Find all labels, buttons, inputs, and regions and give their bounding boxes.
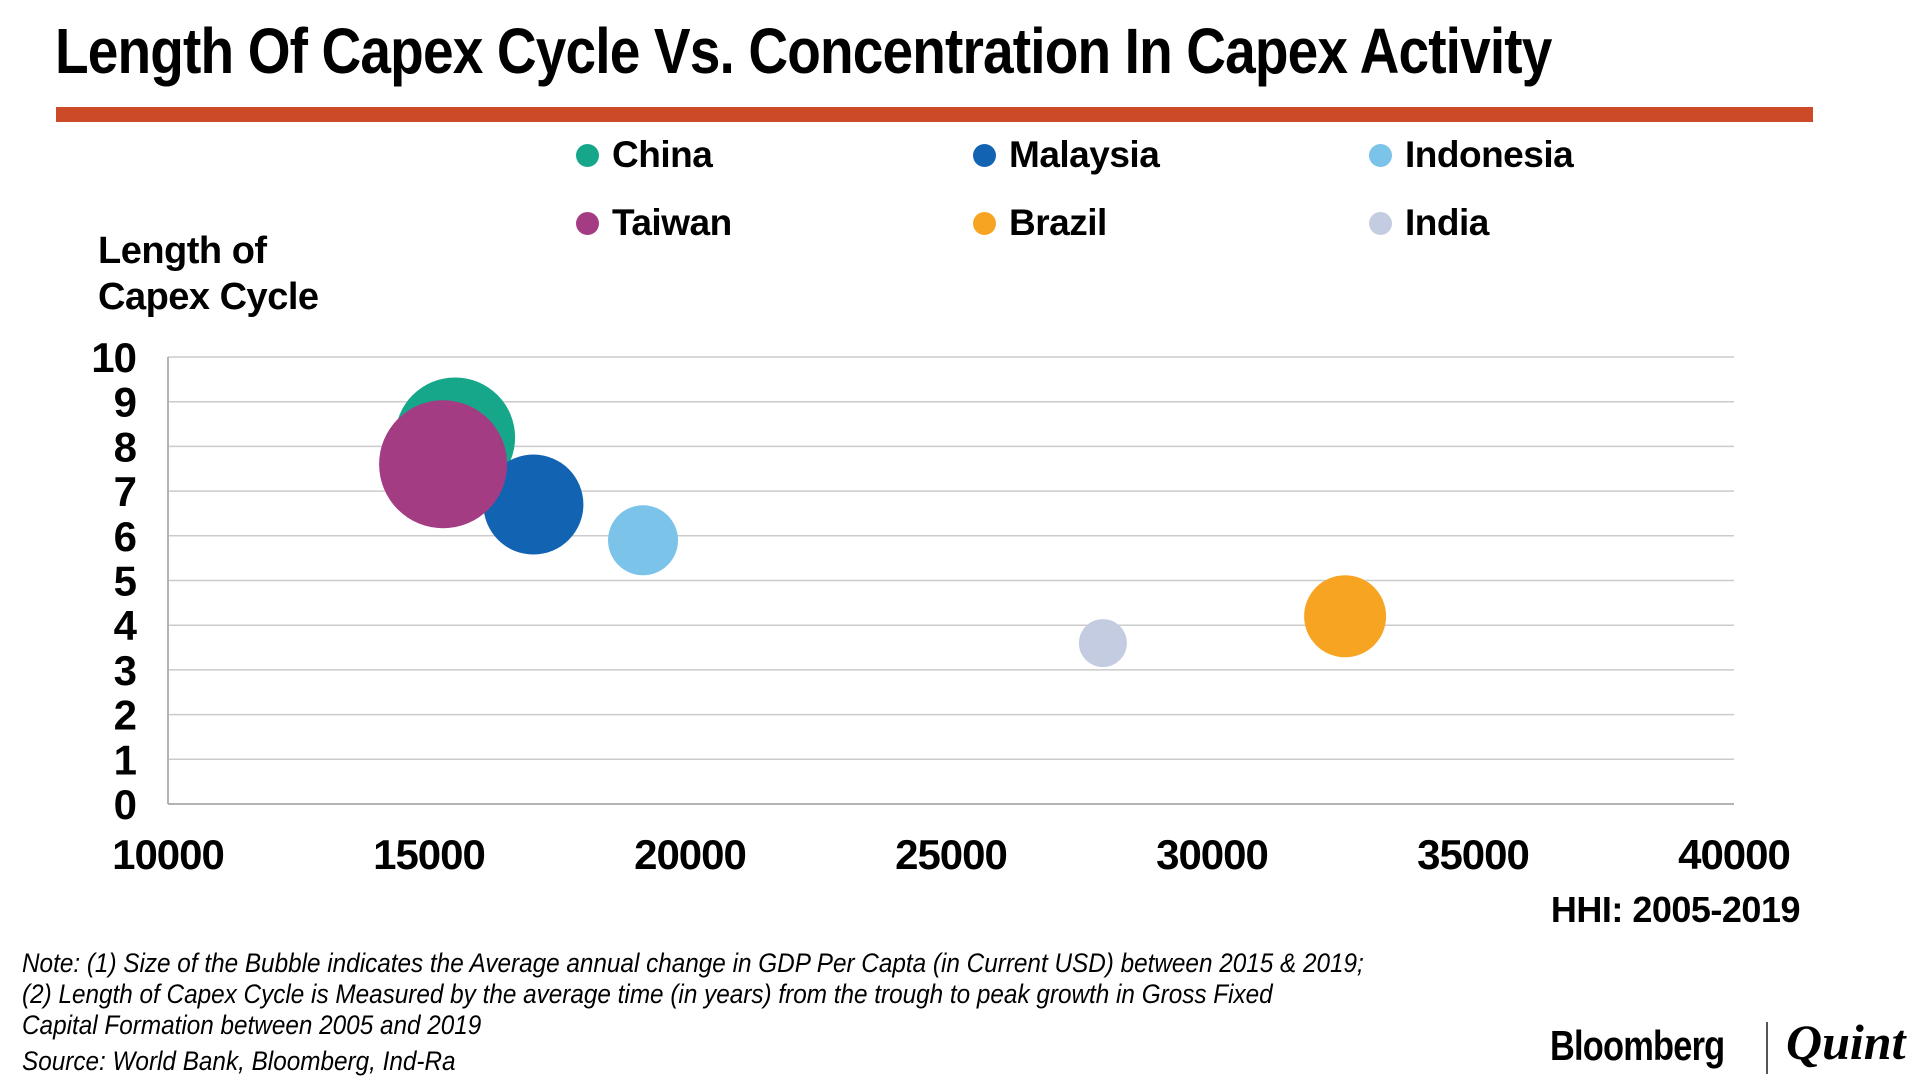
bubble-taiwan [379, 400, 508, 529]
logo-separator [1766, 1022, 1768, 1074]
legend-item-china: China [576, 133, 713, 177]
y-tick-label: 1 [114, 736, 137, 783]
legend-label-china: China [612, 134, 713, 175]
y-axis-title: Length of Capex Cycle [98, 228, 319, 320]
chart-title: Length Of Capex Cycle Vs. Concentration … [55, 15, 1552, 87]
x-tick-label: 25000 [895, 831, 1007, 878]
legend-dot-indonesia [1369, 143, 1392, 167]
note-line-1: Note: (1) Size of the Bubble indicates t… [22, 948, 1364, 978]
legend-dot-china [576, 143, 599, 167]
x-tick-label: 20000 [634, 831, 746, 878]
y-tick-label: 2 [114, 692, 136, 739]
legend-item-brazil: Brazil [973, 201, 1107, 245]
bubble-india [1078, 619, 1127, 668]
legend-dot-malaysia [973, 143, 996, 167]
y-tick-label: 8 [114, 423, 137, 470]
source-line: Source: World Bank, Bloomberg, Ind-Ra [22, 1046, 456, 1076]
y-tick-label: 5 [114, 558, 137, 605]
x-axis-label: HHI: 2005-2019 [1551, 889, 1800, 930]
y-tick-label: 10 [91, 334, 136, 381]
legend-item-india: India [1369, 201, 1489, 245]
y-axis-title-line2: Capex Cycle [98, 276, 319, 318]
bubble-indonesia [608, 505, 679, 576]
y-tick-label: 6 [114, 513, 136, 560]
bubble-malaysia [483, 454, 584, 555]
legend-label-brazil: Brazil [1009, 202, 1107, 243]
footnotes: Note: (1) Size of the Bubble indicates t… [22, 948, 1364, 1077]
y-tick-label: 9 [114, 379, 136, 426]
y-tick-label: 7 [114, 468, 136, 515]
bubble-brazil [1304, 575, 1387, 658]
note-line-2: (2) Length of Capex Cycle is Measured by… [22, 979, 1273, 1009]
quint-wordmark: Quint [1786, 1014, 1906, 1070]
x-tick-label: 30000 [1156, 831, 1268, 878]
legend-item-malaysia: Malaysia [973, 133, 1160, 177]
note-line-3: Capital Formation between 2005 and 2019 [22, 1010, 482, 1040]
legend-item-taiwan: Taiwan [576, 201, 732, 245]
legend-dot-india [1369, 211, 1392, 235]
legend-label-india: India [1405, 202, 1489, 243]
y-tick-label: 3 [114, 647, 136, 694]
legend-label-indonesia: Indonesia [1405, 134, 1574, 175]
y-axis-title-line1: Length of [98, 230, 267, 272]
bloomberg-wordmark: Bloomberg [1550, 1022, 1725, 1069]
y-tick-label: 4 [114, 602, 138, 649]
x-tick-label: 35000 [1417, 831, 1529, 878]
legend-item-indonesia: Indonesia [1369, 133, 1574, 177]
legend-dot-brazil [973, 211, 996, 235]
x-tick-label: 15000 [373, 831, 485, 878]
title-accent-rule [56, 107, 1813, 122]
legend-label-malaysia: Malaysia [1009, 134, 1160, 175]
x-tick-label: 40000 [1678, 831, 1790, 878]
legend-dot-taiwan [576, 211, 599, 235]
x-tick-label: 10000 [112, 831, 224, 878]
legend-label-taiwan: Taiwan [612, 202, 732, 243]
y-tick-label: 0 [114, 781, 136, 828]
